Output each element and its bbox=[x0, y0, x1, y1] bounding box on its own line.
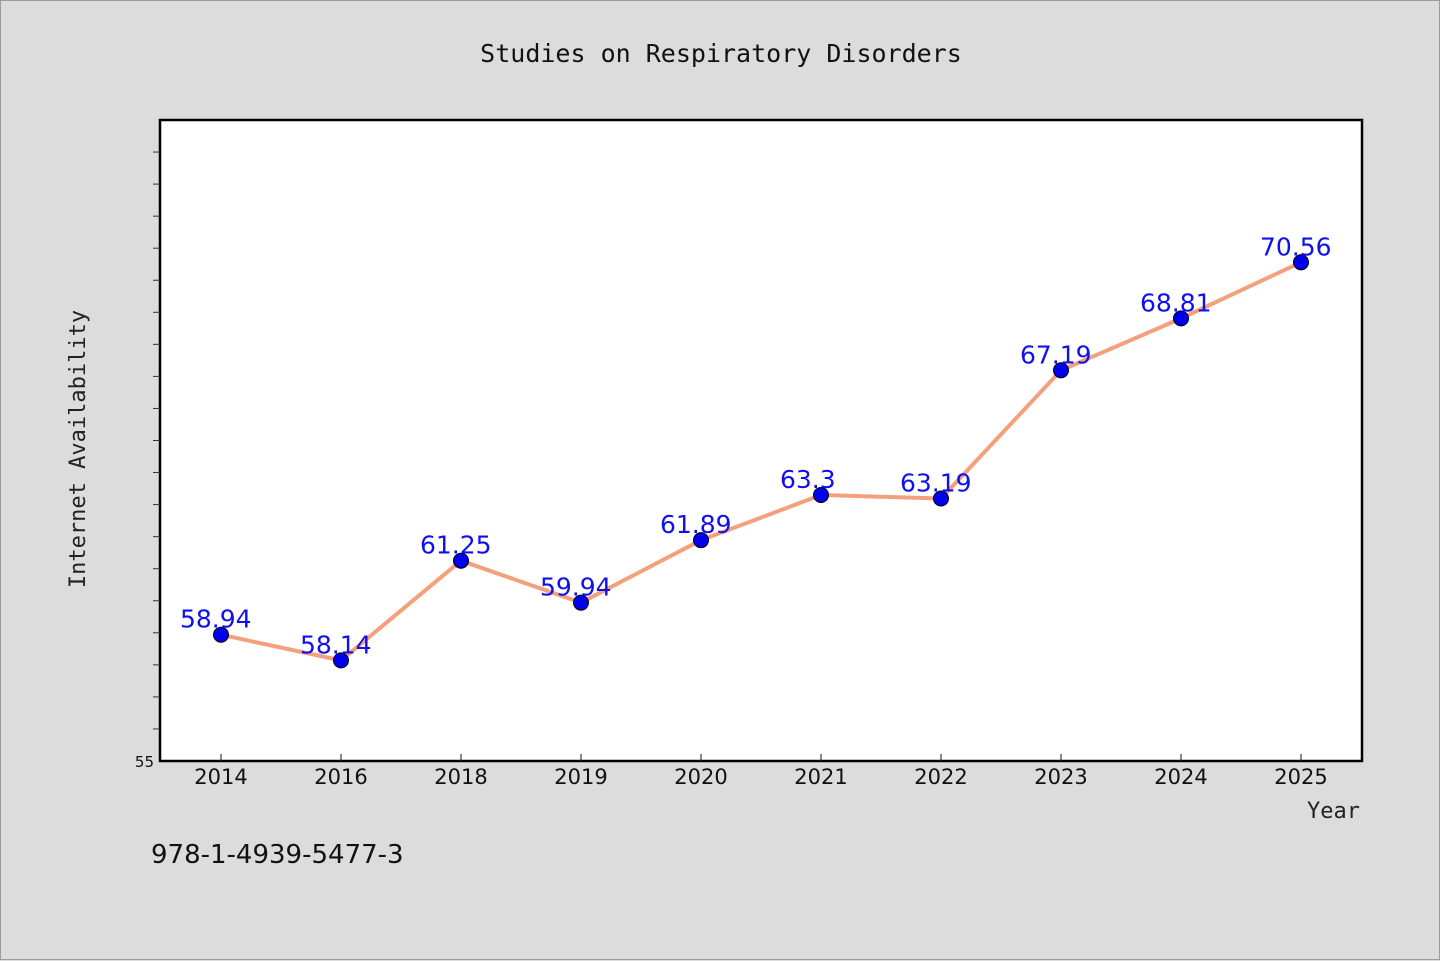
data-label: 61.25 bbox=[420, 531, 492, 560]
x-tick-label: 2019 bbox=[554, 765, 607, 789]
data-label: 63.3 bbox=[780, 465, 836, 494]
x-tick-label: 2020 bbox=[674, 765, 727, 789]
data-label: 58.14 bbox=[300, 630, 372, 659]
data-label: 58.94 bbox=[180, 605, 252, 634]
data-label: 61.89 bbox=[660, 510, 732, 539]
x-tick-label: 2022 bbox=[914, 765, 967, 789]
y-axis-label: Internet Availability bbox=[66, 310, 91, 588]
data-label: 63.19 bbox=[900, 469, 972, 498]
series-line bbox=[219, 260, 1303, 663]
data-point bbox=[933, 490, 949, 507]
data-points bbox=[213, 254, 1309, 669]
y-tick-label: 55 bbox=[135, 753, 154, 771]
data-label: 59.94 bbox=[540, 573, 612, 602]
data-point bbox=[333, 652, 349, 669]
data-label: 70.56 bbox=[1260, 232, 1332, 261]
isbn-text: 978-1-4939-5477-3 bbox=[151, 840, 404, 870]
data-point bbox=[573, 594, 589, 611]
x-tick-label: 2016 bbox=[314, 765, 367, 789]
data-point bbox=[693, 532, 709, 549]
data-point bbox=[453, 552, 469, 569]
x-tick-label: 2014 bbox=[194, 765, 247, 789]
x-tick-label: 2018 bbox=[434, 765, 487, 789]
data-label: 67.19 bbox=[1020, 340, 1092, 369]
data-point bbox=[1053, 362, 1069, 379]
x-tick-label: 2021 bbox=[794, 765, 847, 789]
data-labels: 58.94 58.14 61.25 59.94 61.89 63.3 63.19 67.19 6… bbox=[180, 232, 1332, 659]
series-path bbox=[219, 260, 1303, 663]
y-axis-ticks: 55 bbox=[135, 151, 160, 771]
x-axis-ticks: 2014 2016 2018 2019 2020 2021 2022 2023 2024 2025 bbox=[194, 754, 1328, 789]
x-tick-label: 2024 bbox=[1154, 765, 1207, 789]
data-point bbox=[813, 486, 829, 503]
plot-area bbox=[158, 118, 1364, 763]
chart-title: Studies on Respiratory Disorders bbox=[480, 39, 962, 68]
x-tick-label: 2023 bbox=[1034, 765, 1087, 789]
x-tick-label: 2025 bbox=[1274, 765, 1327, 789]
data-point bbox=[213, 626, 229, 643]
data-label: 68.81 bbox=[1140, 288, 1212, 317]
data-point bbox=[1173, 310, 1189, 327]
x-axis-label: Year bbox=[1307, 799, 1360, 824]
data-point bbox=[1293, 254, 1309, 271]
